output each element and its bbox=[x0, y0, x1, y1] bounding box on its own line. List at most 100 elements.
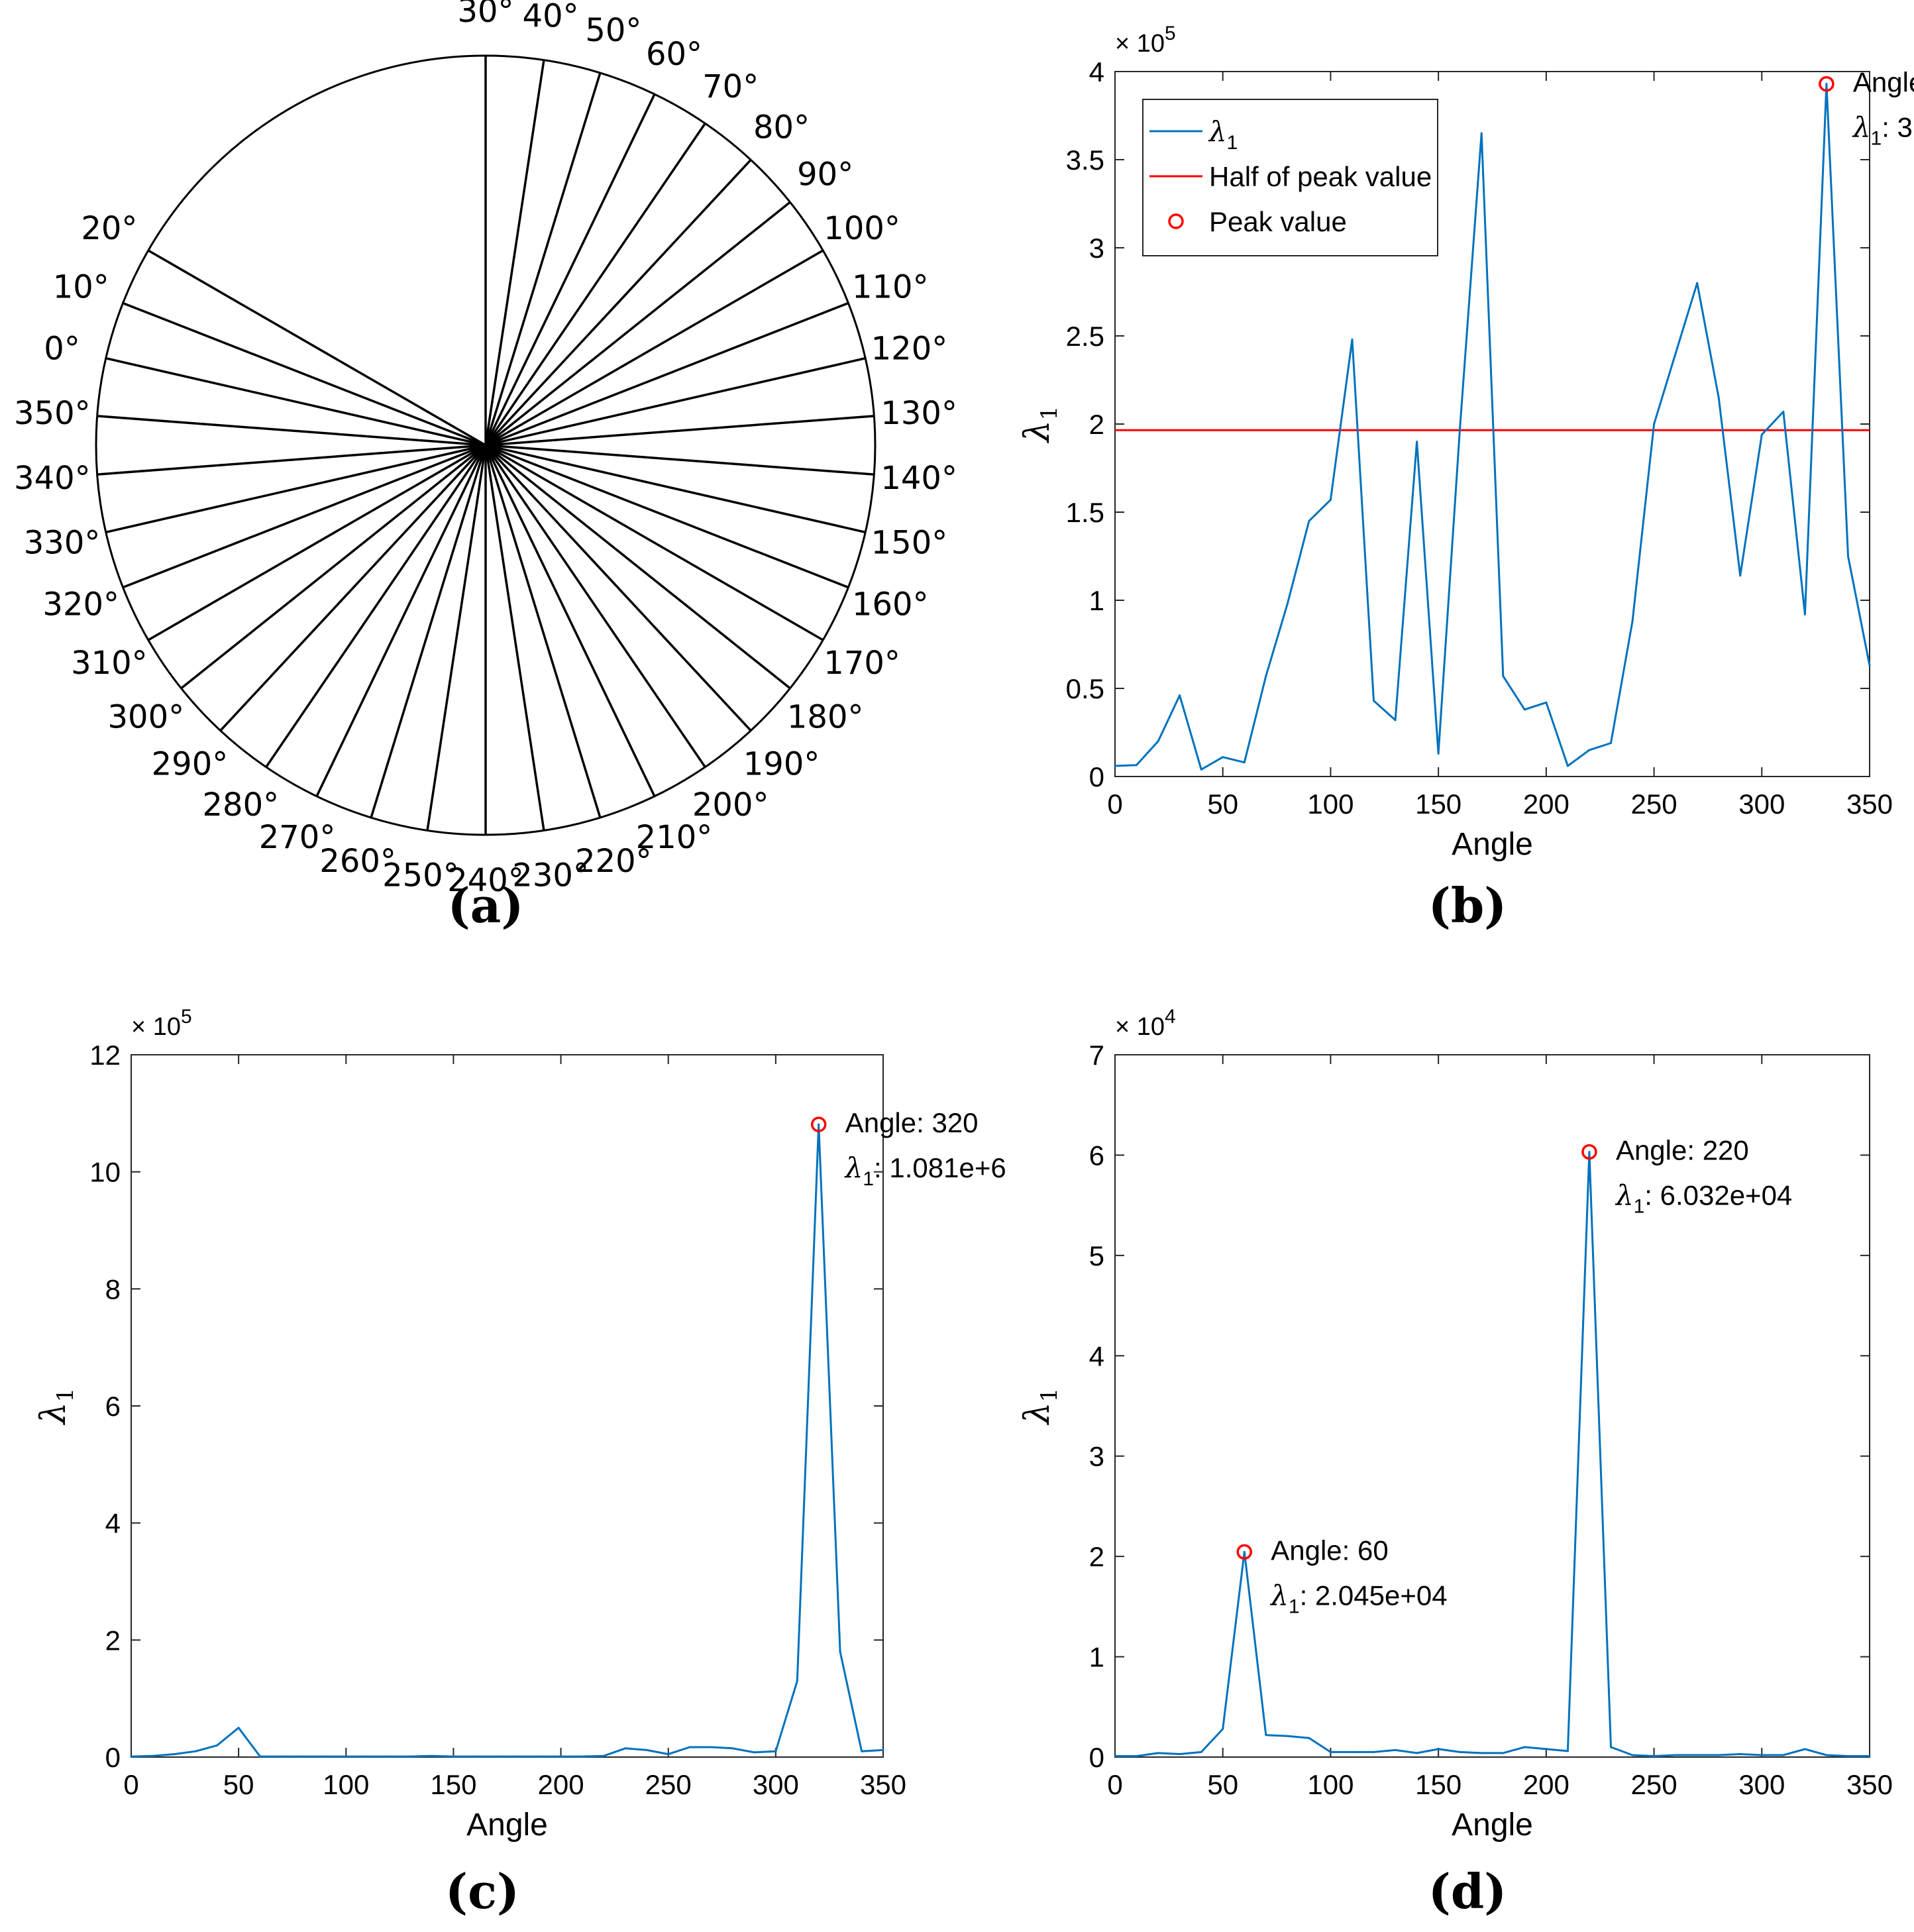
panel-a-caption: (a) bbox=[448, 877, 524, 934]
polar-angle-label: 350° bbox=[14, 395, 91, 432]
data-point bbox=[1329, 498, 1332, 501]
data-point bbox=[667, 1753, 670, 1756]
peak-marker bbox=[810, 1116, 827, 1132]
y-tick-label: 4 bbox=[1089, 1340, 1104, 1371]
polar-angle-label: 80° bbox=[753, 109, 810, 146]
polar-angle-label: 20° bbox=[81, 210, 137, 247]
data-point bbox=[1782, 410, 1785, 413]
data-point bbox=[323, 1755, 326, 1758]
data-point bbox=[1286, 602, 1289, 605]
legend-entry-label: λ1 bbox=[1208, 115, 1238, 154]
y-tick-label: 6 bbox=[1089, 1140, 1104, 1171]
data-point bbox=[1437, 752, 1440, 755]
data-point bbox=[1566, 1750, 1569, 1752]
data-point bbox=[710, 1746, 713, 1748]
data-point bbox=[839, 1650, 841, 1653]
polar-angle-label: 300° bbox=[108, 698, 185, 735]
data-point bbox=[1846, 555, 1849, 557]
data-point bbox=[774, 1750, 777, 1752]
peak-value-subscript: 1 bbox=[1634, 1196, 1645, 1218]
data-point bbox=[1480, 1752, 1483, 1754]
axis-exponent-power: 4 bbox=[1165, 1006, 1176, 1028]
data-point bbox=[1459, 426, 1462, 429]
polar-angle-label: 340° bbox=[14, 460, 91, 497]
y-axis-label-symbol: λ bbox=[1018, 420, 1057, 443]
data-point bbox=[1222, 756, 1224, 759]
axis-exponent-base: × 10 bbox=[131, 1013, 181, 1041]
data-point bbox=[495, 1755, 498, 1758]
data-point bbox=[517, 1755, 519, 1758]
data-point bbox=[1653, 423, 1656, 425]
y-tick-label: 2 bbox=[1089, 409, 1104, 440]
polar-spoke bbox=[485, 357, 866, 447]
data-point bbox=[216, 1744, 219, 1746]
polar-angle-label: 260° bbox=[319, 843, 396, 880]
polar-spoke bbox=[485, 444, 875, 476]
y-axis-label: λ1 bbox=[34, 1388, 79, 1426]
data-point bbox=[1739, 574, 1742, 577]
x-tick-label: 250 bbox=[1631, 788, 1677, 820]
polar-spoke bbox=[147, 444, 486, 641]
data-point bbox=[1825, 83, 1828, 85]
x-tick-label: 100 bbox=[1307, 1769, 1354, 1800]
peak-value-number: : 3.931e+04 bbox=[1882, 112, 1914, 143]
polar-spoke bbox=[485, 301, 849, 447]
polar-spoke bbox=[484, 201, 791, 447]
data-point bbox=[1329, 1750, 1332, 1753]
polar-angle-label: 90° bbox=[797, 156, 853, 193]
x-axis-label: Angle bbox=[1452, 827, 1533, 862]
data-point bbox=[1588, 1151, 1591, 1154]
polar-spoke bbox=[484, 444, 791, 690]
data-point bbox=[538, 1755, 541, 1758]
axis-exponent-power: 5 bbox=[1165, 23, 1176, 44]
data-point bbox=[1803, 613, 1806, 616]
data-point bbox=[818, 1123, 820, 1126]
axis-exponent-power: 5 bbox=[181, 1006, 192, 1028]
data-point bbox=[861, 1750, 863, 1752]
data-point bbox=[1609, 741, 1612, 744]
polar-angle-label: 40° bbox=[523, 0, 579, 34]
y-tick-label: 2 bbox=[1089, 1541, 1104, 1572]
panel-a-polar-diagram: 30° 40° 50°60°70° 80° 90° 100° 110° 120° 130° 140… bbox=[14, 0, 957, 934]
data-point bbox=[1308, 519, 1310, 522]
y-tick-label: 1.5 bbox=[1066, 497, 1104, 528]
y-axis-label-subscript: 1 bbox=[1036, 406, 1063, 421]
peak-value-annotation: λ1: 3.931e+04 bbox=[1852, 111, 1914, 150]
peak-value-number: : 6.032e+04 bbox=[1644, 1180, 1792, 1211]
data-point bbox=[688, 1746, 691, 1748]
y-tick-label: 10 bbox=[89, 1157, 121, 1188]
data-point bbox=[624, 1747, 627, 1750]
data-point bbox=[1803, 1748, 1806, 1750]
x-tick-label: 350 bbox=[1846, 788, 1893, 820]
legend-swatch-peak-marker bbox=[1168, 213, 1184, 229]
data-point bbox=[1631, 1754, 1634, 1756]
data-point bbox=[1760, 1754, 1763, 1756]
data-point bbox=[259, 1755, 262, 1758]
data-point bbox=[409, 1755, 412, 1758]
x-axis-label: Angle bbox=[466, 1807, 548, 1843]
axis-exponent-base: × 10 bbox=[1115, 1013, 1165, 1041]
data-point bbox=[1459, 1750, 1462, 1753]
y-tick-label: 1 bbox=[1089, 1642, 1104, 1673]
y-tick-label: 1 bbox=[1089, 585, 1104, 616]
x-tick-label: 300 bbox=[1738, 1769, 1785, 1800]
data-point bbox=[1394, 719, 1397, 722]
polar-angle-label: 270° bbox=[259, 819, 336, 856]
data-point bbox=[280, 1755, 283, 1758]
data-point bbox=[1782, 1754, 1785, 1756]
x-tick-label: 50 bbox=[223, 1769, 254, 1800]
x-tick-label: 50 bbox=[1207, 1769, 1238, 1800]
polar-angle-label: 170° bbox=[824, 645, 900, 682]
polar-spoke bbox=[485, 444, 866, 533]
data-point bbox=[1545, 701, 1548, 704]
data-point bbox=[345, 1755, 347, 1758]
polar-angle-label: 230° bbox=[512, 857, 589, 894]
polar-angle-label: 320° bbox=[42, 586, 119, 623]
x-tick-label: 200 bbox=[1523, 1769, 1569, 1800]
y-tick-label: 0 bbox=[1089, 761, 1104, 792]
data-point bbox=[1739, 1752, 1742, 1755]
data-point bbox=[1674, 1754, 1677, 1756]
axis-exponent: × 105 bbox=[131, 1006, 192, 1041]
polar-spoke bbox=[219, 444, 487, 731]
peak-value-number: : 1.081e+6 bbox=[874, 1152, 1006, 1183]
